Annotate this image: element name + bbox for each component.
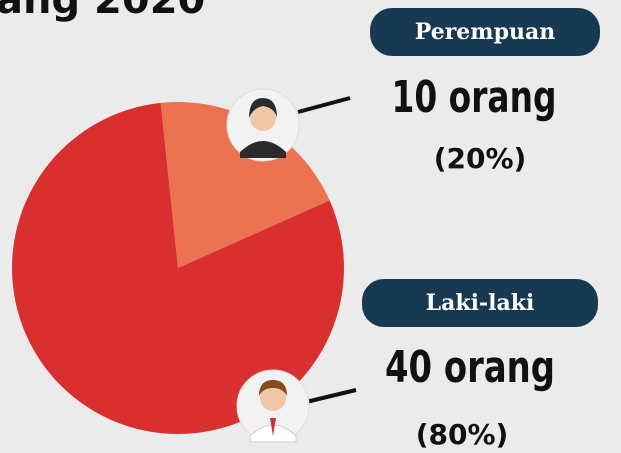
percent-label: (80%) bbox=[416, 418, 509, 451]
category-label: Laki-laki bbox=[426, 290, 535, 316]
count-label: 10 orang bbox=[392, 72, 557, 123]
callout-line bbox=[305, 388, 357, 404]
category-label: Perempuan bbox=[415, 19, 555, 45]
chart-title: ang 2020 bbox=[0, 0, 205, 23]
callout-line bbox=[297, 96, 351, 114]
male-icon bbox=[236, 369, 310, 443]
percent-label: (20%) bbox=[434, 142, 527, 175]
female-icon bbox=[226, 88, 300, 162]
label-pill bbox=[362, 279, 598, 327]
pie-slice bbox=[11, 102, 344, 434]
label-pill bbox=[370, 8, 600, 56]
count-label: 40 orang bbox=[385, 342, 555, 393]
